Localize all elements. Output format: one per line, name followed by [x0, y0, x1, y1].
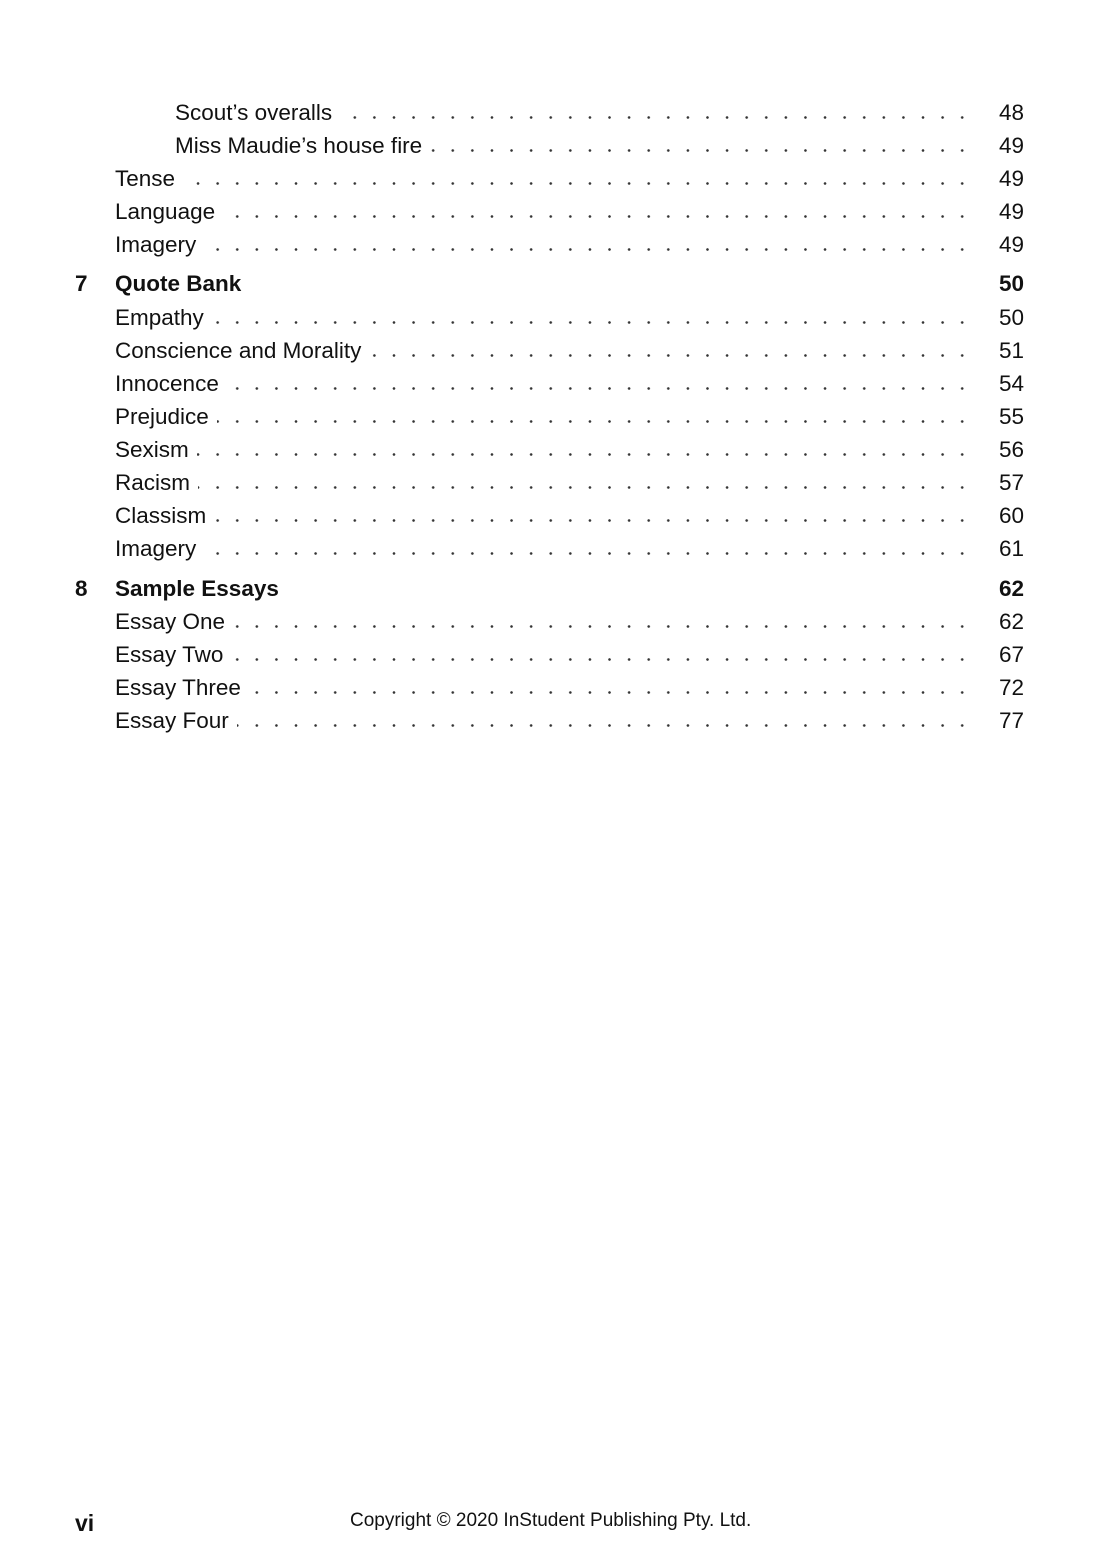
- toc-entry[interactable]: Conscience and Morality 51: [0, 334, 1100, 367]
- dot-leader: [115, 704, 972, 737]
- toc-chapter[interactable]: 7 Quote Bank 50: [0, 267, 1100, 300]
- toc-entry[interactable]: Language 49: [0, 195, 1100, 228]
- toc-chapter[interactable]: 8 Sample Essays 62: [0, 572, 1100, 605]
- dot-leader: [115, 499, 972, 532]
- entry-page: 54: [998, 370, 1024, 396]
- entry-page: 57: [998, 469, 1024, 495]
- entry-title: Tense: [115, 165, 184, 192]
- entry-title: Imagery: [115, 231, 205, 258]
- dot-leader: [115, 301, 972, 334]
- dot-leader: [115, 466, 972, 499]
- entry-title: Essay Three: [115, 674, 249, 701]
- dot-leader: [115, 671, 972, 704]
- entry-title: Essay One: [115, 608, 234, 635]
- dot-leader: [115, 433, 972, 466]
- entry-title: Sample Essays: [115, 575, 287, 602]
- toc-entry[interactable]: Essay Four 77: [0, 704, 1100, 737]
- toc-entry[interactable]: Prejudice 55: [0, 400, 1100, 433]
- page-number: vi: [75, 1510, 95, 1536]
- entry-title: Empathy: [115, 304, 212, 331]
- toc-entry[interactable]: Imagery 49: [0, 228, 1100, 261]
- dot-leader: [115, 162, 972, 195]
- page-footer: vi Copyright © 2020 InStudent Publishing…: [0, 1510, 1100, 1540]
- entry-page: 62: [998, 608, 1024, 634]
- entry-title: Classism: [115, 502, 215, 529]
- dot-leader: [115, 228, 972, 261]
- entry-title: Imagery: [115, 535, 205, 562]
- entry-page: 48: [998, 99, 1024, 125]
- copyright-notice: Copyright © 2020 InStudent Publishing Pt…: [350, 1510, 752, 1531]
- toc-entry[interactable]: Essay Three 72: [0, 671, 1100, 704]
- entry-page: 50: [998, 304, 1024, 330]
- entry-title: Innocence: [115, 370, 227, 397]
- toc-entry[interactable]: Innocence 54: [0, 367, 1100, 400]
- entry-page: 61: [998, 535, 1024, 561]
- entry-page: 50: [998, 270, 1024, 296]
- dot-leader: [115, 367, 972, 400]
- dot-leader: [115, 400, 972, 433]
- entry-page: 55: [998, 403, 1024, 429]
- toc-entry[interactable]: Essay One 62: [0, 605, 1100, 638]
- dot-leader: [115, 638, 972, 671]
- entry-page: 67: [998, 641, 1024, 667]
- chapter-number: 8: [75, 575, 88, 601]
- dot-leader: [115, 605, 972, 638]
- entry-title: Language: [115, 198, 224, 225]
- toc-entry[interactable]: Tense 49: [0, 162, 1100, 195]
- toc-entry[interactable]: Essay Two 67: [0, 638, 1100, 671]
- toc-entry[interactable]: Miss Maudie’s house fire 49: [0, 129, 1100, 162]
- toc-entry[interactable]: Classism 60: [0, 499, 1100, 532]
- entry-page: 49: [998, 132, 1024, 158]
- entry-page: 72: [998, 674, 1024, 700]
- entry-page: 62: [998, 575, 1024, 601]
- entry-title: Sexism: [115, 436, 197, 463]
- toc-entry[interactable]: Imagery 61: [0, 532, 1100, 565]
- entry-title: Racism: [115, 469, 199, 496]
- entry-title: Scout’s overalls: [175, 99, 341, 126]
- toc-entry[interactable]: Empathy 50: [0, 301, 1100, 334]
- entry-title: Prejudice: [115, 403, 217, 430]
- entry-page: 49: [998, 198, 1024, 224]
- entry-page: 49: [998, 165, 1024, 191]
- toc-entry[interactable]: Scout’s overalls 48: [0, 96, 1100, 129]
- entry-page: 51: [998, 337, 1024, 363]
- toc-entry[interactable]: Racism 57: [0, 466, 1100, 499]
- entry-page: 60: [998, 502, 1024, 528]
- toc-entry[interactable]: Sexism 56: [0, 433, 1100, 466]
- entry-title: Essay Four: [115, 707, 237, 734]
- entry-page: 49: [998, 231, 1024, 257]
- entry-title: Quote Bank: [115, 270, 250, 297]
- chapter-number: 7: [75, 270, 88, 296]
- entry-title: Conscience and Morality: [115, 337, 370, 364]
- entry-page: 77: [998, 707, 1024, 733]
- dot-leader: [115, 532, 972, 565]
- dot-leader: [115, 195, 972, 228]
- entry-title: Miss Maudie’s house fire: [175, 132, 431, 159]
- entry-page: 56: [998, 436, 1024, 462]
- entry-title: Essay Two: [115, 641, 232, 668]
